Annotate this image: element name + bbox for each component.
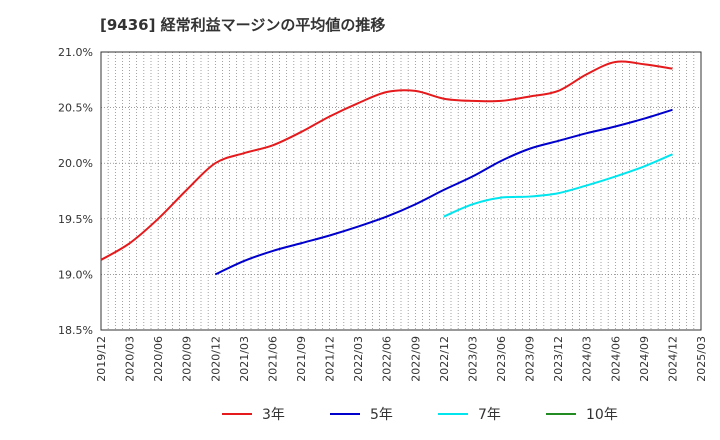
legend-label: 5年 — [370, 407, 393, 423]
x-tick-label: 2020/06 — [152, 336, 165, 382]
y-tick-label: 19.0% — [58, 268, 93, 281]
series-lines — [100, 60, 673, 276]
y-tick-label: 20.0% — [58, 157, 93, 170]
x-axis-ticks: 2019/12 2020/03 2020/06 2020/09 2020/12 2021/… — [95, 336, 708, 382]
x-tick-label: 2022/12 — [438, 336, 451, 382]
y-tick-label: 19.5% — [58, 213, 93, 226]
y-tick-label: 21.0% — [58, 46, 93, 59]
series-line-3 — [443, 153, 673, 218]
x-tick-label: 2023/09 — [524, 336, 537, 382]
x-tick-label: 2020/09 — [181, 336, 194, 382]
x-tick-label: 2021/12 — [324, 336, 337, 382]
x-tick-label: 2023/12 — [552, 336, 565, 382]
x-tick-label: 2023/06 — [495, 336, 508, 382]
x-tick-label: 2022/09 — [409, 336, 422, 382]
y-tick-label: 18.5% — [58, 324, 93, 337]
x-tick-label: 2024/09 — [638, 336, 651, 382]
legend: 3年 5年 7年 10年 — [222, 407, 618, 423]
x-tick-label: 2023/03 — [466, 336, 479, 382]
y-axis-ticks: 18.5% 19.0% 19.5% 20.0% 20.5% 21.0% — [58, 46, 93, 337]
x-tick-label: 2024/12 — [666, 336, 679, 382]
x-tick-label: 2024/06 — [609, 336, 622, 382]
series-line-1 — [100, 60, 673, 261]
grid-lines — [100, 51, 702, 331]
x-tick-label: 2021/09 — [295, 336, 308, 382]
chart-title: [9436] 経常利益マージンの平均値の推移 — [100, 16, 386, 34]
legend-label: 3年 — [262, 407, 285, 423]
legend-label: 7年 — [478, 407, 501, 423]
x-tick-label: 2022/03 — [352, 336, 365, 382]
x-tick-label: 2020/12 — [209, 336, 222, 382]
x-tick-label: 2021/06 — [266, 336, 279, 382]
x-tick-label: 2021/03 — [238, 336, 251, 382]
x-tick-label: 2025/03 — [695, 336, 708, 382]
x-tick-label: 2020/03 — [124, 336, 137, 382]
x-tick-label: 2019/12 — [95, 336, 108, 382]
y-tick-label: 20.5% — [58, 102, 93, 115]
x-tick-label: 2024/03 — [581, 336, 594, 382]
series-line-2 — [214, 108, 673, 276]
x-tick-label: 2022/06 — [381, 336, 394, 382]
legend-label: 10年 — [586, 407, 618, 423]
plot-frame — [100, 51, 702, 331]
